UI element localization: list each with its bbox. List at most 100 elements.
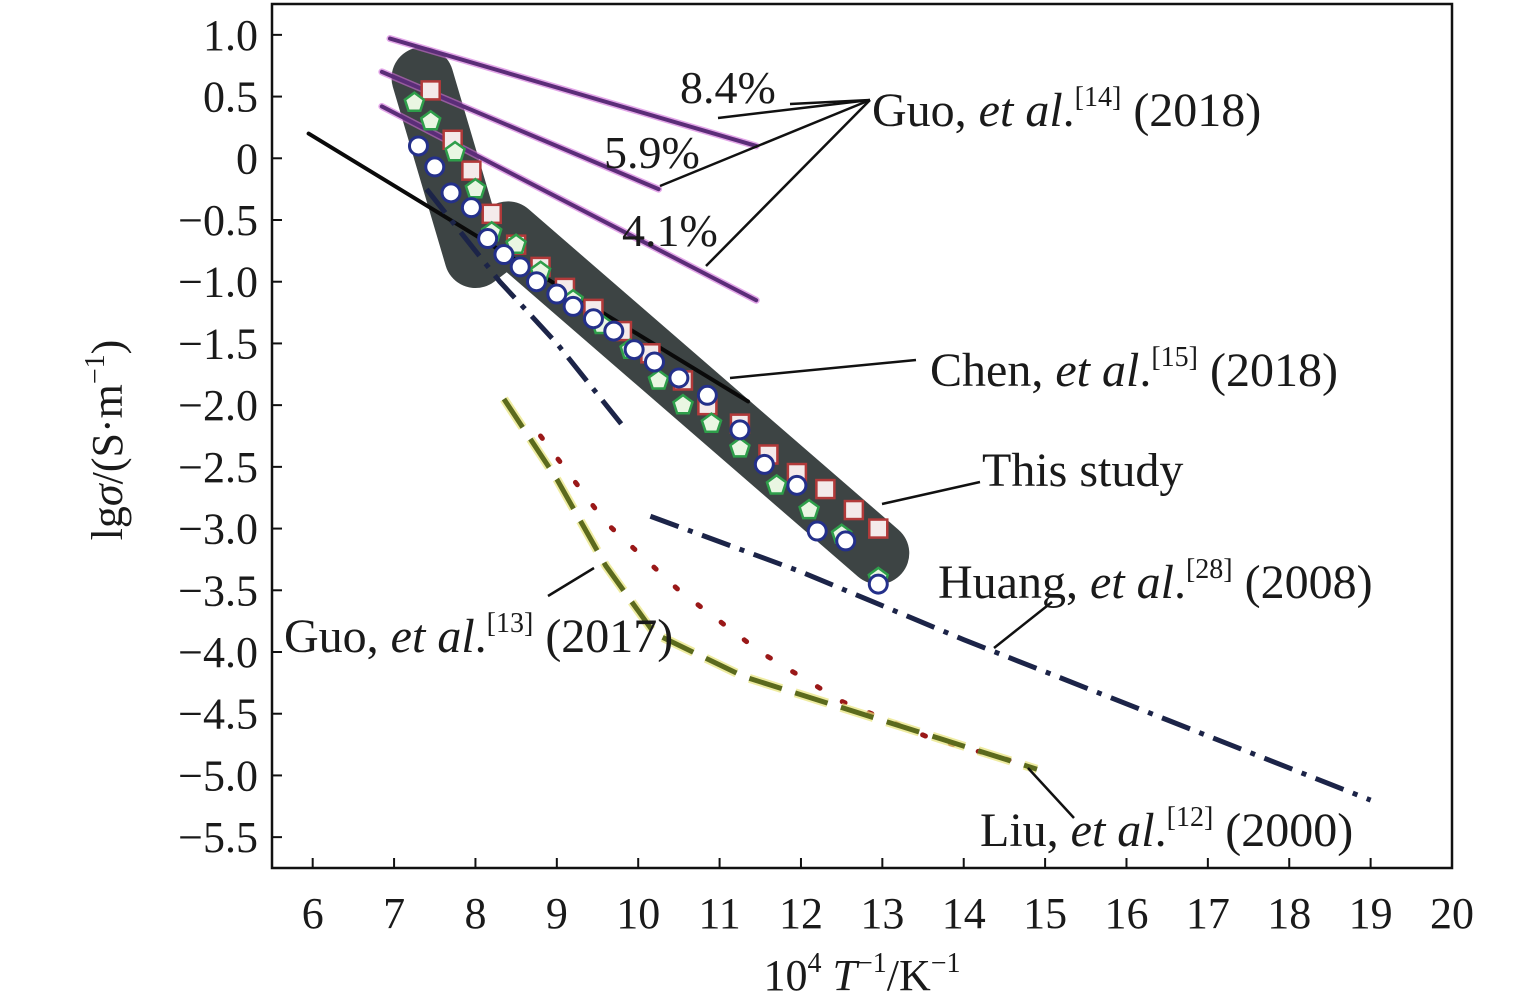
x-title-tail: /K	[887, 951, 931, 1000]
chen2018-year: (2018)	[1198, 344, 1338, 397]
guo2017-author: Guo,	[284, 610, 391, 663]
x-title-base: 10	[763, 951, 807, 1000]
marker-square-3	[481, 203, 502, 225]
x-tick-label-16: 16	[1104, 889, 1148, 938]
huang2008-author: Huang,	[938, 556, 1090, 609]
plot-frame	[270, 2, 1454, 870]
x-axis-title: 104 T−1/K−1	[763, 948, 960, 1000]
y-tick-label-10: −4.0	[178, 628, 258, 677]
marker-circle-2	[440, 182, 462, 204]
x-tick-label-10: 10	[616, 889, 660, 938]
series-lines-layer	[306, 35, 1372, 803]
x-tick-label-19: 19	[1349, 889, 1393, 938]
marker-circle-18	[786, 474, 808, 496]
leader-chen	[729, 358, 917, 380]
marker-circle-16	[729, 419, 751, 441]
chen2018-ref: [15]	[1151, 342, 1198, 373]
marker-pentagon-15	[798, 498, 821, 520]
huang2008-dot: .	[1174, 556, 1186, 609]
chen2018-dot: .	[1139, 344, 1151, 397]
guo2018-dot: .	[1063, 84, 1075, 137]
leader-lines-layer	[547, 98, 1075, 819]
y-tick-label-7: −2.5	[178, 443, 258, 492]
pct-label-59: 5.9%	[604, 127, 700, 178]
huang2008-year: (2008)	[1233, 556, 1373, 609]
ref-label-liu-2000: Liu, et al.[12] (2000)	[980, 802, 1353, 857]
y-tick-label-0: 1.0	[203, 11, 258, 60]
x-title-exp2: −1	[857, 948, 887, 979]
marker-pentagon-13	[728, 436, 751, 458]
y-tick-label-11: −4.5	[178, 690, 258, 739]
y-tick-label-2: 0	[236, 134, 258, 183]
leader-liu	[1027, 767, 1075, 819]
marker-circle-10	[582, 308, 604, 330]
x-tick-label-8: 8	[464, 889, 486, 938]
ref-label-guo-2018: Guo, et al.[14] (2018)	[872, 82, 1261, 137]
y-title-post: )	[83, 340, 132, 355]
marker-circle-0	[407, 135, 429, 157]
marker-circle-1	[424, 156, 446, 178]
marker-pentagon-2	[444, 140, 467, 162]
guo2017-dot: .	[475, 610, 487, 663]
leader-huang	[993, 601, 1053, 649]
guo2018-year: (2018)	[1121, 84, 1261, 137]
marker-square-16	[843, 499, 865, 521]
leader-this-study	[881, 480, 981, 506]
marker-pentagon-0	[403, 91, 426, 113]
x-tick-label-20: 20	[1430, 889, 1474, 938]
marker-square-0	[420, 80, 441, 101]
guo2018-author: Guo,	[872, 84, 979, 137]
x-axis-ticks: 6 7 8 9 10 11 12 13 14 15 16 17 18 19 20	[302, 858, 1474, 938]
ref-label-this-study: This study	[982, 444, 1183, 497]
y-axis-ticks: 1.0 0.5 0 −0.5 −1.0 −1.5 −2.0 −2.5 −3.0 −3.5 −4.0 −…	[178, 11, 282, 862]
y-tick-label-4: −1.0	[178, 258, 258, 307]
pct-label-84: 8.4%	[680, 62, 776, 113]
marker-circle-17	[753, 453, 775, 475]
y-title-mid: /(S·m	[83, 384, 132, 484]
huang2008-ref: [28]	[1186, 554, 1233, 585]
marker-square-2	[461, 160, 482, 181]
guo2017-ref: [13]	[487, 608, 534, 639]
x-title-exp1: 4	[807, 948, 821, 979]
y-title-pre: lg	[83, 506, 132, 540]
marker-circle-7	[525, 271, 547, 293]
series-line-7	[501, 397, 1038, 772]
guo2018-ref: [14]	[1075, 82, 1122, 113]
marker-circle-9	[562, 295, 584, 317]
x-tick-label-18: 18	[1267, 889, 1311, 938]
y-tick-label-1: 0.5	[203, 73, 258, 122]
guo2017-year: (2017)	[533, 610, 673, 663]
huang2008-etal: et al	[1090, 556, 1174, 609]
y-title-exp: −1	[80, 354, 111, 384]
marker-circle-15	[696, 384, 718, 406]
marker-circle-21	[867, 573, 889, 595]
series-line-4	[424, 187, 628, 432]
y-tick-label-8: −3.0	[178, 505, 258, 554]
marker-pentagon-14	[765, 473, 788, 495]
marker-circle-19	[806, 520, 828, 542]
marker-pentagon-10	[647, 368, 670, 390]
marker-pentagon-12	[700, 412, 723, 433]
marker-circle-20	[835, 530, 857, 552]
marker-circle-5	[493, 244, 515, 266]
chen2018-author: Chen,	[930, 344, 1055, 397]
y-title-sym: σ	[83, 482, 132, 506]
y-tick-label-6: −2.0	[178, 381, 258, 430]
x-tick-label-6: 6	[302, 889, 324, 938]
series-line-5	[649, 513, 1372, 803]
ref-label-huang-2008: Huang, et al.[28] (2008)	[938, 554, 1373, 609]
x-tick-label-14: 14	[942, 889, 986, 938]
x-tick-label-11: 11	[698, 889, 740, 938]
liu2000-ref: [12]	[1167, 802, 1214, 833]
series-line-0	[388, 36, 759, 148]
pct-label-41: 4.1%	[622, 205, 718, 256]
marker-square-15	[815, 478, 836, 500]
x-tick-label-7: 7	[383, 889, 405, 938]
y-tick-label-5: −1.5	[178, 319, 258, 368]
leader-guo2018-84	[717, 98, 871, 120]
marker-circle-8	[546, 283, 568, 305]
liu2000-etal: et al	[1071, 804, 1155, 857]
y-tick-label-3: −0.5	[178, 196, 258, 245]
x-tick-label-12: 12	[779, 889, 823, 938]
